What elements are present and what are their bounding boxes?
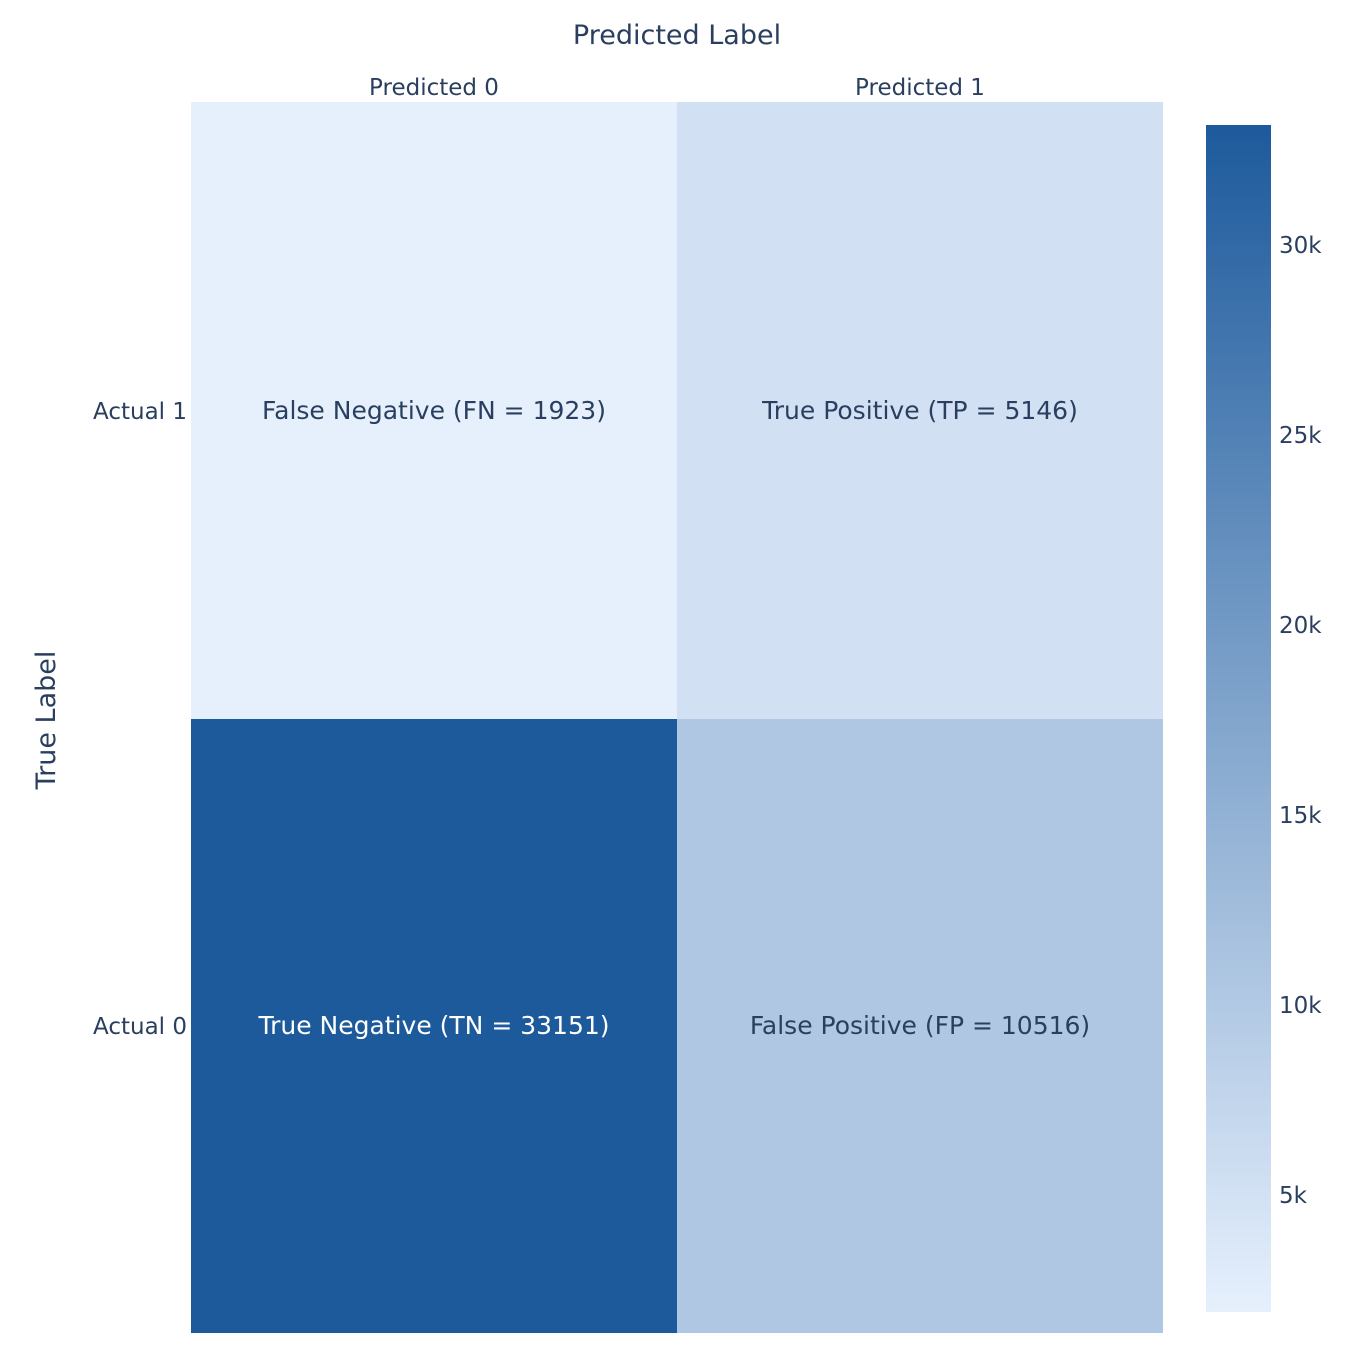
- colorbar-ticks: 5k 10k 15k 20k 25k 30k: [1279, 233, 1322, 1209]
- cell-annotation: False Negative (FN = 1923): [262, 396, 606, 425]
- x-tick-label: Predicted 0: [369, 75, 499, 101]
- cell-labels: False Negative (FN = 1923) True Positive…: [257, 396, 1090, 1040]
- colorbar-tick-label: 20k: [1279, 613, 1322, 639]
- colorbar: [1206, 125, 1271, 1312]
- x-tick-label: Predicted 1: [855, 75, 985, 101]
- colorbar-tick-label: 5k: [1279, 1183, 1308, 1209]
- x-axis-ticks: Predicted 0 Predicted 1: [369, 75, 985, 101]
- heatmap-cell: [677, 719, 1163, 1333]
- cell-annotation: True Negative (TN = 33151): [257, 1011, 609, 1040]
- y-tick-label: Actual 0: [93, 1014, 187, 1040]
- colorbar-tick-label: 30k: [1279, 233, 1322, 259]
- cell-annotation: True Positive (TP = 5146): [761, 396, 1078, 425]
- heatmap-cells: [191, 102, 1163, 1333]
- cell-annotation: False Positive (FP = 10516): [750, 1011, 1090, 1040]
- heatmap-cell: [191, 719, 677, 1333]
- y-axis-ticks: Actual 1 Actual 0: [93, 399, 187, 1040]
- y-tick-label: Actual 1: [93, 399, 187, 425]
- y-axis-title: True Label: [31, 651, 62, 791]
- colorbar-tick-label: 10k: [1279, 993, 1322, 1019]
- x-axis-title: Predicted Label: [573, 20, 781, 51]
- heatmap-cell: [191, 102, 677, 719]
- colorbar-tick-label: 25k: [1279, 423, 1322, 449]
- colorbar-tick-label: 15k: [1279, 803, 1322, 829]
- heatmap-cell: [677, 102, 1163, 719]
